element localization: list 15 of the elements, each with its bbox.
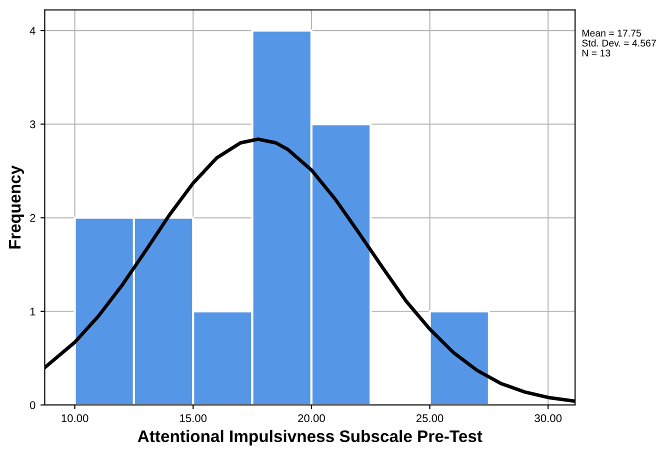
x-tick-label: 30.00 <box>534 414 562 422</box>
x-tick-label: 15.00 <box>180 414 207 422</box>
text: Mean = 17.75 <box>582 30 641 37</box>
y-tick-label: 2 <box>30 214 36 222</box>
x-tick-label: 20.00 <box>298 414 325 422</box>
x-tick-label: 10.00 <box>62 414 88 422</box>
y-tick-label: 3 <box>30 120 36 128</box>
y-tick-label: 4 <box>30 26 36 35</box>
y-tick-label: 1 <box>30 308 36 316</box>
x-tick-label: 25.00 <box>416 414 444 422</box>
y-axis-title: Frequency <box>9 165 24 248</box>
text: N = 13 <box>582 50 610 57</box>
x-axis-title: Attentional Impulsivness Subscale Pre-Test <box>138 430 482 446</box>
text: Std. Dev. = 4.567 <box>582 39 656 47</box>
y-tick-label: 0 <box>30 401 36 410</box>
